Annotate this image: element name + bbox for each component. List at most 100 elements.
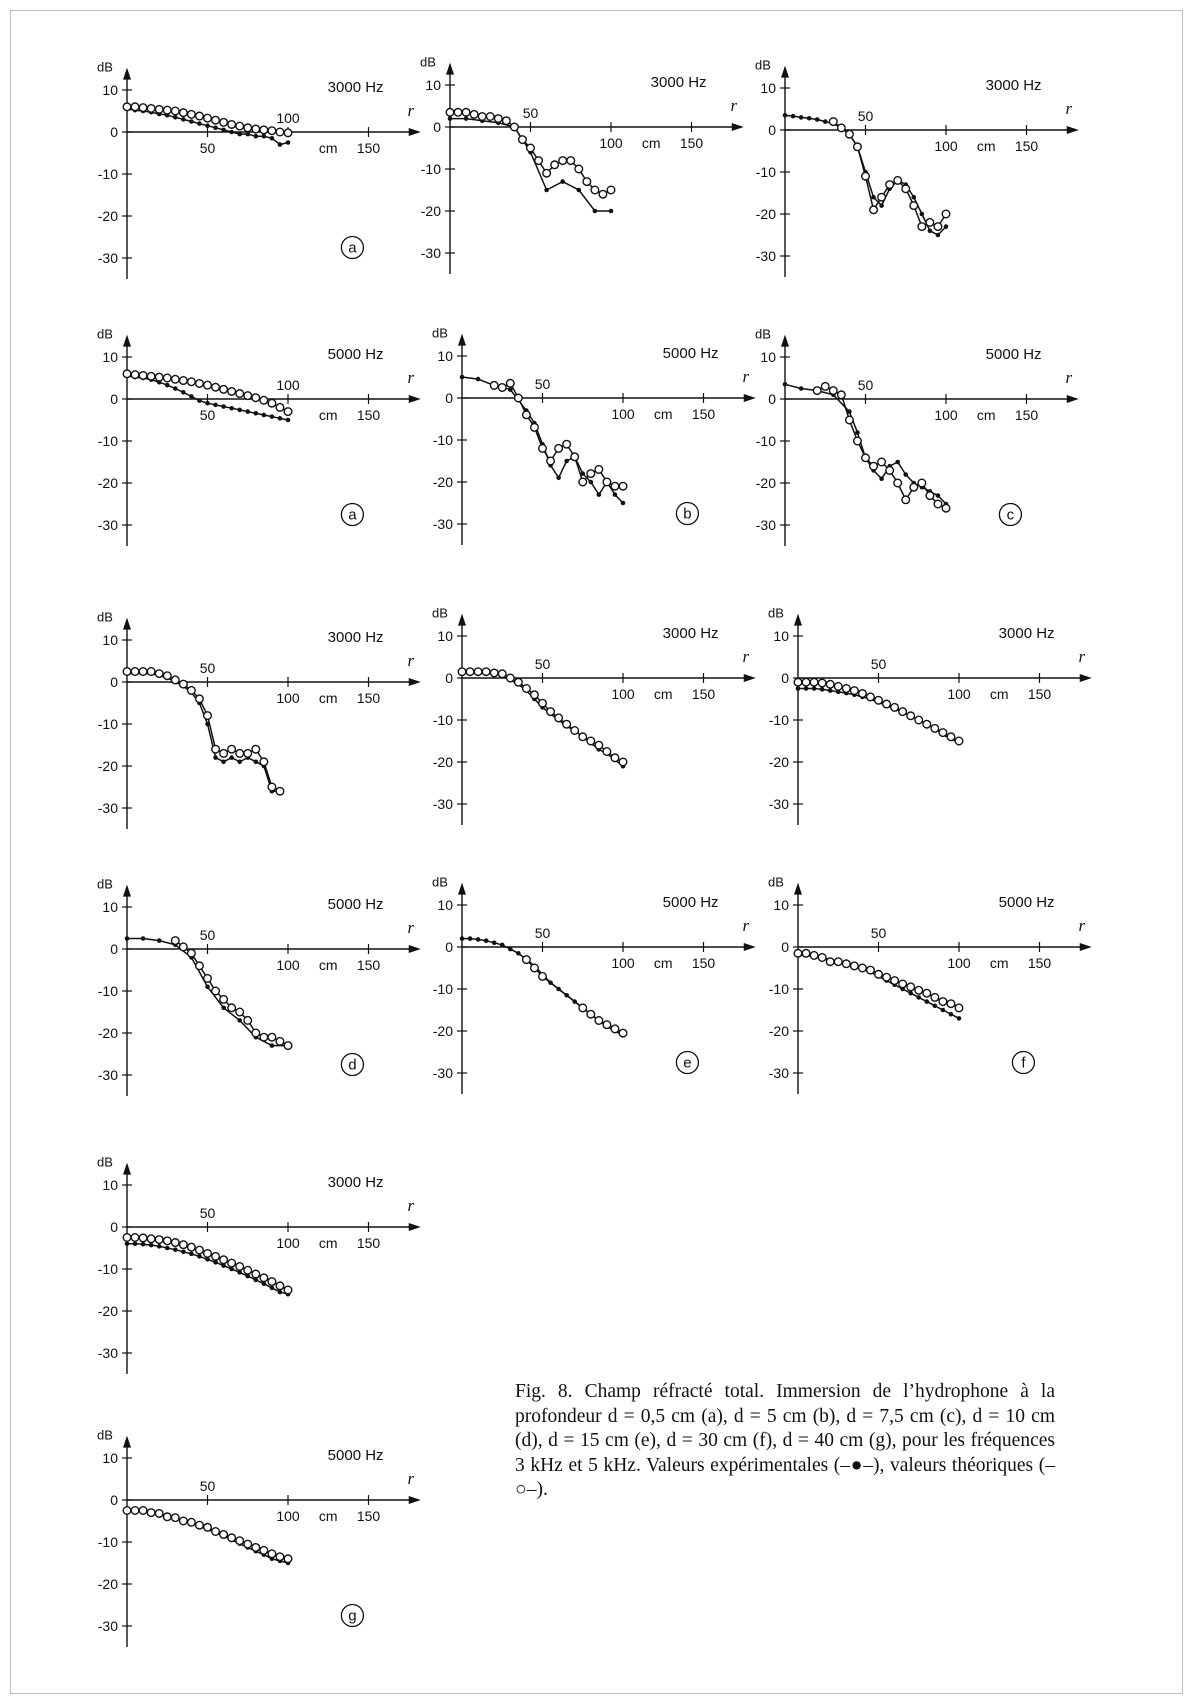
x-tick-label: 50 [523, 105, 539, 121]
theoretical-point [546, 707, 556, 717]
theoretical-point [211, 744, 221, 754]
y-tick-label: -30 [756, 248, 776, 264]
x-axis-arrow [408, 1496, 421, 1504]
theoretical-point [521, 955, 531, 965]
theoretical-point [243, 391, 253, 401]
theoretical-point [235, 389, 245, 399]
experimental-point [237, 407, 242, 413]
experimental-point [879, 476, 884, 482]
theoretical-point [909, 201, 919, 211]
theoretical-point [594, 464, 604, 474]
panel-badge [675, 501, 700, 526]
theoretical-point [538, 971, 548, 981]
x-axis-arrow [408, 128, 421, 136]
theoretical-point [909, 482, 919, 492]
experimental-point [156, 938, 162, 943]
x-tick-label: 50 [200, 407, 216, 423]
y-axis-arrow [123, 884, 131, 897]
theoretical-point [618, 757, 628, 767]
x-unit-label: cm [319, 407, 338, 423]
x-axis-arrow [731, 123, 744, 131]
y-axis-arrow [458, 613, 466, 626]
frequency-label: 3000 Hz [999, 625, 1055, 642]
theoretical-point [178, 679, 188, 689]
x-tick-label: 100 [276, 957, 300, 973]
theoretical-point [485, 111, 495, 121]
theoretical-point [227, 744, 237, 754]
frequency-label: 5000 Hz [328, 1447, 384, 1464]
panel-badge [340, 502, 365, 527]
theoretical-point [202, 1248, 212, 1258]
frequency-label: 5000 Hz [328, 346, 384, 363]
theoretical-point [538, 443, 548, 453]
x-axis-arrow [1079, 943, 1092, 951]
x-axis-arrow [408, 395, 421, 403]
experimental-point [483, 938, 489, 943]
experimental-point [269, 1043, 275, 1048]
theoretical-point [836, 123, 846, 133]
y-axis-arrow [123, 67, 131, 80]
theoretical-point [211, 1251, 221, 1261]
experimental-point [237, 1018, 242, 1023]
experimental-point [197, 398, 202, 403]
experimental-point [285, 417, 291, 423]
theoretical-point [243, 1539, 253, 1549]
panel-badge-label: e [683, 1055, 691, 1072]
theoretical-point [874, 695, 884, 705]
experimental-point [608, 208, 614, 214]
experimental-point [269, 1285, 275, 1291]
theoretical-point [138, 1505, 148, 1515]
theoretical-point [914, 715, 924, 725]
y-tick-label: 0 [110, 391, 118, 407]
x-axis-label: r [407, 918, 414, 937]
experimental-point [205, 1257, 210, 1262]
theoretical-point [817, 953, 827, 963]
theoretical-point [954, 736, 964, 746]
x-tick-label: 150 [357, 957, 381, 973]
y-tick-label: -30 [98, 1067, 118, 1083]
theoretical-point [513, 677, 523, 687]
y-tick-label: -30 [433, 1065, 453, 1081]
y-axis-label: dB [768, 606, 784, 621]
experimental-point [253, 1277, 259, 1283]
theoretical-point [243, 1015, 253, 1025]
experimental-point [173, 386, 178, 391]
theoretical-point [235, 121, 245, 131]
y-tick-label: 10 [425, 77, 441, 93]
theoretical-point [505, 673, 515, 683]
experimental-point [181, 117, 186, 122]
experimental-point [782, 113, 788, 118]
theoretical-point [844, 129, 854, 139]
frequency-label: 5000 Hz [663, 894, 719, 911]
theoretical-point [610, 753, 620, 763]
theoretical-point [211, 986, 221, 996]
x-axis-label: r [407, 651, 414, 670]
theoretical-point [546, 456, 556, 466]
y-tick-label: 10 [102, 899, 118, 915]
theoretical-point [259, 395, 269, 405]
theoretical-point [869, 205, 879, 215]
theoretical-point [202, 973, 212, 983]
theoretical-point [941, 503, 951, 513]
theoretical-point [227, 119, 237, 129]
y-tick-label: -20 [769, 1023, 789, 1039]
theoretical-point [146, 1508, 156, 1518]
x-tick-label: 150 [680, 135, 704, 151]
y-tick-label: -10 [756, 164, 776, 180]
experimental-point [205, 984, 210, 990]
experimental-point [229, 1266, 234, 1272]
experimental-point [564, 458, 569, 464]
theoretical-point [493, 114, 503, 124]
theoretical-point [267, 1277, 277, 1287]
theoretical-point [922, 719, 932, 729]
experimental-point [237, 1270, 242, 1275]
experimental-point [596, 492, 602, 497]
theoretical-point [194, 378, 204, 388]
experimental-point [197, 1254, 202, 1259]
x-axis-label: r [1078, 647, 1085, 666]
theoretical-point [219, 117, 229, 127]
x-axis-label: r [1065, 99, 1072, 118]
theoretical-point [874, 969, 884, 979]
experimental-point [811, 686, 817, 691]
